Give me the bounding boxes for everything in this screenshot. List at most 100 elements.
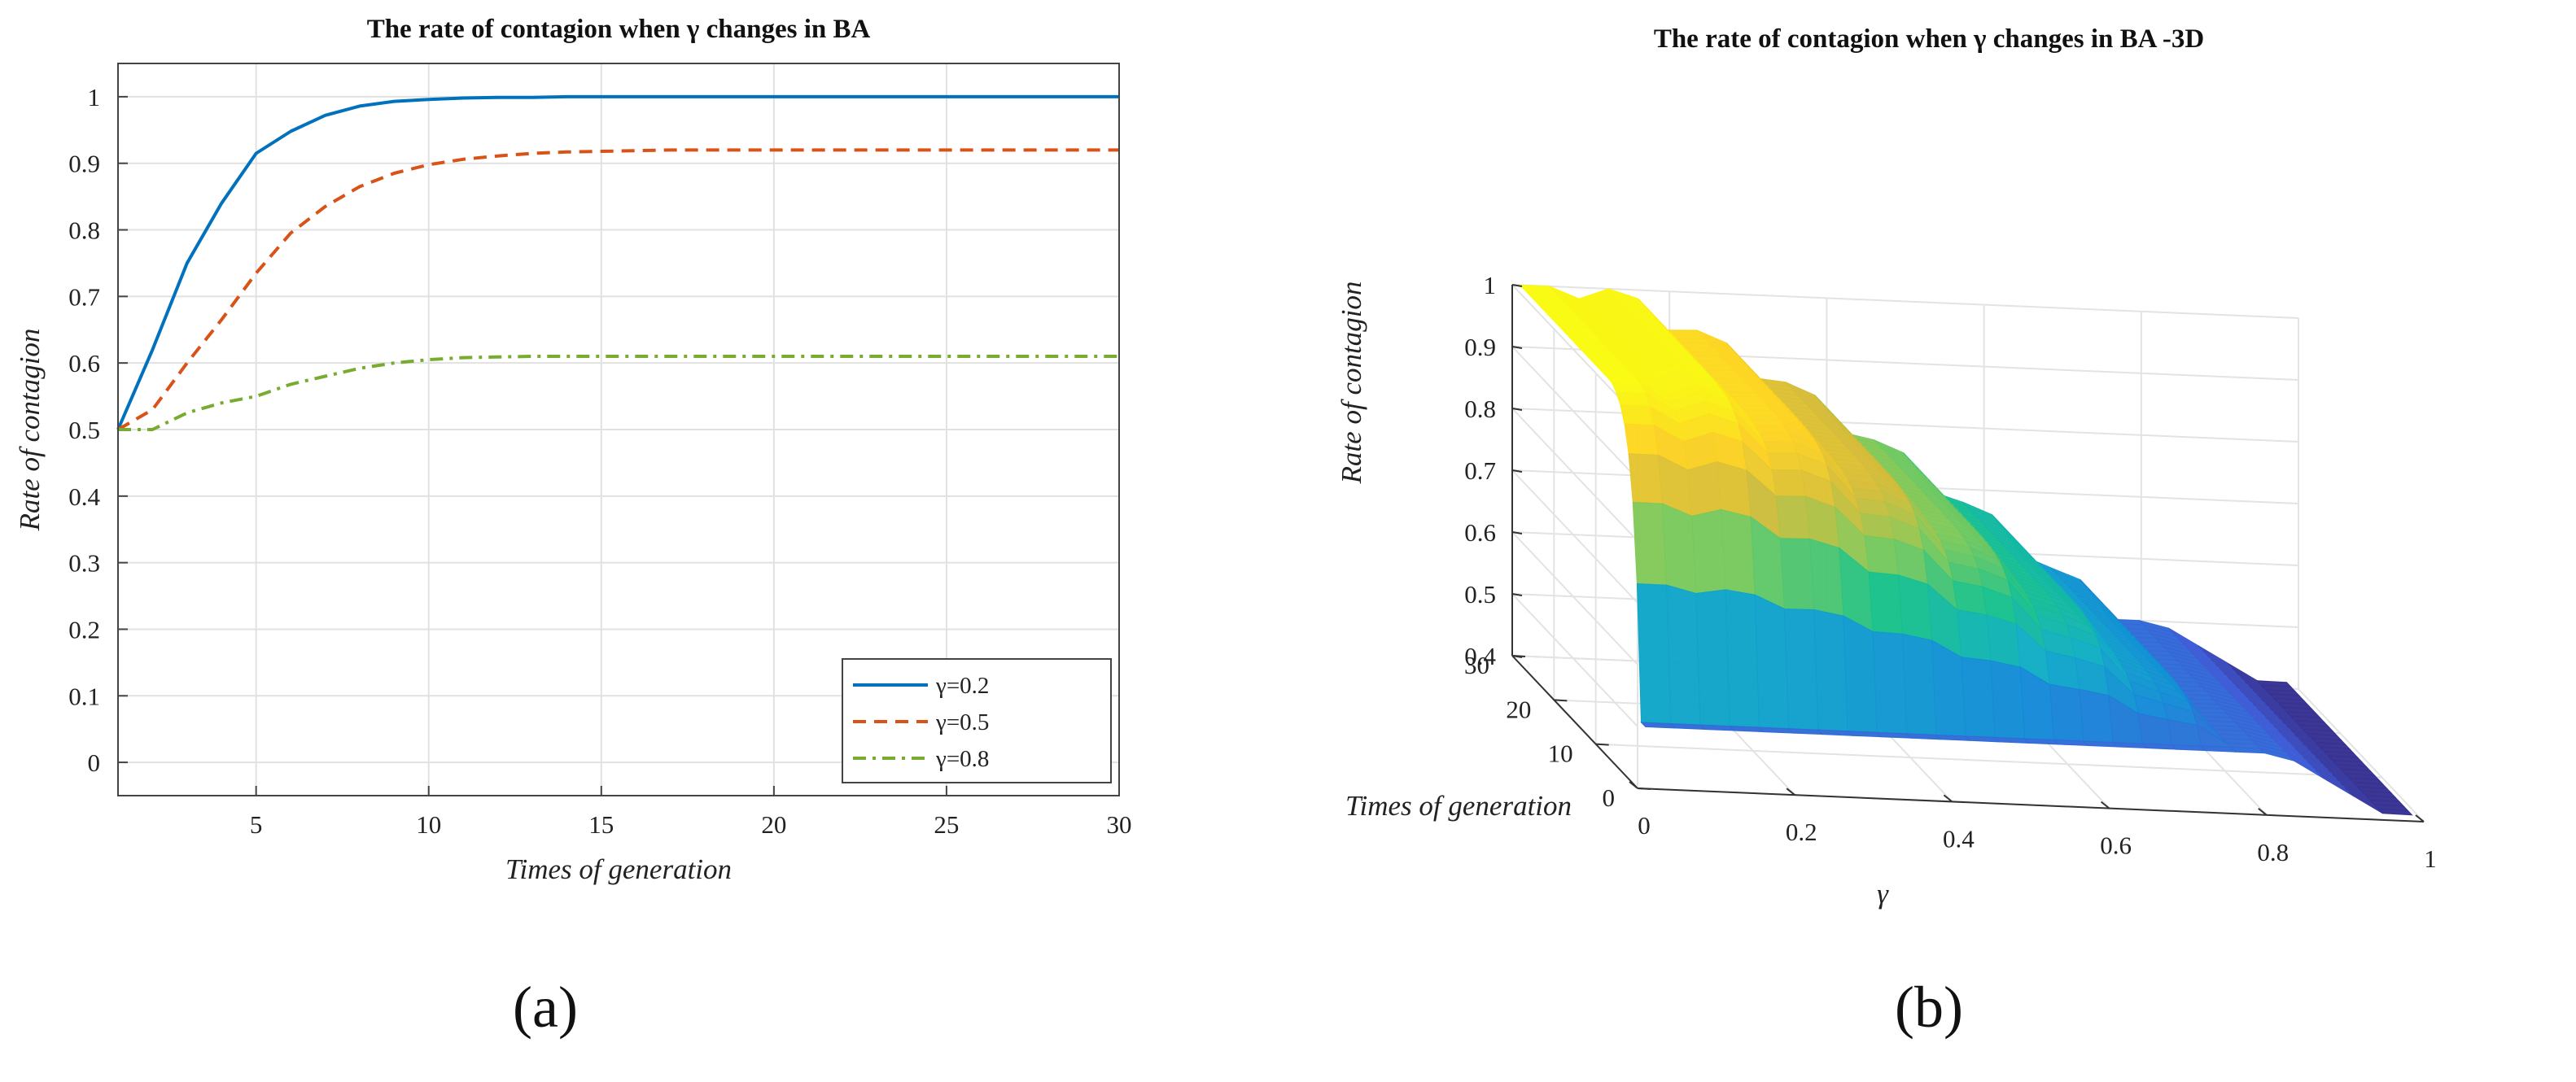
x-tick-label: 1 [2424, 844, 2437, 873]
y-gridline-floor [1595, 743, 2382, 779]
z-gridline-left [1511, 284, 1638, 418]
surface-patch [1661, 503, 1697, 595]
chart-b-y-axis-label: Times of generation [1345, 790, 1572, 822]
surface-patch [1703, 369, 1740, 375]
surface-patch [1687, 460, 1722, 517]
x-tick-label: 0.2 [1786, 818, 1817, 846]
surface-patch [1872, 630, 1908, 735]
z-tick-mark [1511, 284, 1523, 287]
x-tick-mark [2100, 801, 2110, 809]
z-tick-label: 1 [1484, 271, 1497, 299]
chart-b-surface [1519, 284, 2413, 816]
surface-patch [1691, 508, 1726, 595]
surface-patch [1674, 338, 1711, 344]
y-tick-label: 1 [88, 83, 101, 111]
series-line-1 [116, 94, 1119, 430]
surface-patch [1775, 495, 1811, 540]
x-axis-line [1637, 788, 2425, 822]
surface-patch [1687, 351, 1723, 358]
z-gridline-left [1511, 469, 1638, 604]
surface-patch [1717, 382, 1752, 389]
surface-patch [1746, 414, 1782, 421]
z-tick-label: 0.6 [1464, 518, 1496, 547]
y-tick-label: 30 [1464, 651, 1489, 679]
z-gridline-left [1511, 408, 1638, 542]
x-gridline-floor [2298, 688, 2425, 822]
z-gridline-left [1511, 531, 1638, 665]
y-tick-label: 0.9 [68, 150, 100, 178]
surface-patch [1628, 453, 1664, 504]
surface-patch [1754, 594, 1790, 730]
y-tick-mark [1595, 743, 1609, 746]
surface-patch [1670, 334, 1707, 340]
surface-patch [1615, 391, 1651, 408]
series-line-3 [118, 355, 1119, 431]
y-tick-mark [1511, 655, 1526, 657]
chart-b-title: The rate of contagion when γ changes in … [1654, 24, 2204, 54]
surface-patch [1620, 404, 1655, 426]
surface-patch [1708, 373, 1744, 380]
chart-a-axes-box [117, 63, 1120, 796]
x-tick-mark [1629, 781, 1638, 789]
z-tick-label: 0.9 [1464, 333, 1496, 361]
x-tick-mark [2415, 814, 2425, 822]
x-tick-label: 20 [761, 810, 786, 839]
surface-patch [1725, 391, 1761, 398]
y-tick-label: 0 [1603, 783, 1616, 812]
surface-patch [1666, 329, 1703, 335]
surface-patch [1712, 377, 1748, 384]
y-tick-label: 0 [88, 748, 101, 777]
chart-a-series [116, 94, 1119, 431]
surface-patch [1691, 356, 1728, 362]
surface-patch [1779, 538, 1815, 611]
x-tick-label: 30 [1107, 810, 1132, 839]
z-gridline-left [1511, 593, 1638, 727]
y-tick-label: 0.4 [68, 482, 100, 511]
surface-patch [2049, 683, 2084, 742]
z-tick-mark [1511, 408, 1523, 411]
z-tick-label: 0.4 [1464, 642, 1496, 670]
y-tick-label: 0.5 [68, 416, 100, 444]
surface-patch [1699, 364, 1736, 371]
surface-patch [1843, 615, 1878, 733]
x-tick-label: 0.8 [2257, 838, 2289, 866]
surface-patch [1721, 386, 1757, 393]
surface-patch [2079, 688, 2114, 744]
chart-a-y-axis-label: Rate of contagion [14, 329, 46, 532]
x-tick-mark [1786, 788, 1795, 796]
chart-b-z-axis-label: Rate of contagion [1336, 281, 1367, 485]
y-tick-label: 0.2 [68, 615, 100, 644]
x-tick-mark [2258, 808, 2268, 816]
chart-b-x-tick-labels: 0 0.2 0.4 0.6 0.8 1 [1629, 781, 2437, 873]
chart-a-title: The rate of contagion when γ changes in … [367, 15, 871, 44]
x-tick-label: 0.6 [2100, 831, 2132, 860]
z-tick-mark [1511, 531, 1523, 534]
surface-patch [1754, 425, 1790, 434]
surface-patch [1758, 432, 1794, 443]
surface-patch [1961, 657, 1996, 738]
surface-patch [1632, 501, 1668, 586]
chart-a-x-axis-label: Times of generation [505, 853, 732, 885]
chart-a-gridlines [118, 63, 1120, 796]
chart-b-y-tick-labels: 0 10 20 30 [1464, 651, 1651, 812]
y-axis-line [1511, 655, 1638, 789]
surface-patch [1695, 360, 1732, 366]
legend-label-2: γ=0.5 [935, 709, 989, 735]
panel-a-label: (a) [513, 975, 578, 1040]
y-tick-label: 0.3 [68, 549, 100, 578]
surface-patch [1636, 582, 1672, 725]
surface-patch [1860, 513, 1895, 540]
surface-patch [1809, 538, 1844, 617]
chart-a-legend: γ=0.2 γ=0.5 γ=0.8 [842, 658, 1112, 783]
y-tick-label: 20 [1506, 695, 1531, 723]
surface-patch [1695, 589, 1730, 727]
y-tick-mark [1637, 788, 1651, 790]
surface-patch [1742, 409, 1778, 416]
panel-b-surface-chart: The rate of contagion when γ changes in … [1336, 24, 2437, 910]
surface-patch [1737, 404, 1773, 412]
z-gridline-left [1511, 346, 1638, 480]
x-tick-label: 25 [934, 810, 959, 839]
surface-patch [1624, 423, 1659, 456]
x-tick-label: 5 [250, 810, 263, 839]
